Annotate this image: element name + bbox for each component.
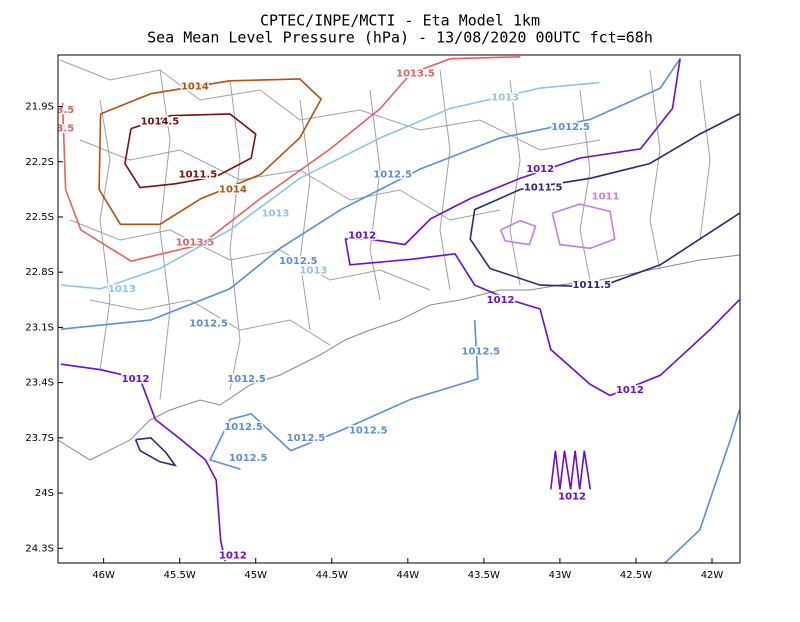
- isobar-label: 1013.5: [36, 124, 75, 135]
- isobar-label: 1012.5: [224, 422, 263, 433]
- isobar-label: 1012.5: [551, 122, 590, 133]
- isobar-label: 1012: [487, 295, 515, 306]
- isobar: [134, 436, 177, 467]
- y-tick-label: 24.3S: [25, 543, 54, 554]
- contours: 1014.51011.5101410141013.51013.51013.510…: [36, 56, 740, 563]
- isobar-label: 1014: [181, 81, 209, 92]
- y-tick-label: 23.4S: [25, 378, 54, 389]
- chart-title: CPTEC/INPE/MCTI - Eta Model 1km: [260, 12, 540, 30]
- y-tick-label: 24S: [35, 488, 54, 499]
- y-tick-label: 21.9S: [25, 102, 54, 113]
- isobar-label: 1013.5: [36, 105, 75, 116]
- coastline: [58, 254, 740, 461]
- isobar-label: 1012.5: [373, 170, 412, 181]
- plot-frame: [57, 54, 741, 564]
- x-tick-label: 46W: [92, 570, 115, 581]
- isobar: [469, 113, 740, 288]
- isobar-label: 1013: [262, 208, 290, 219]
- isobar: [60, 58, 681, 330]
- isobar-label: 1014: [219, 184, 247, 195]
- x-tick-label: 43W: [549, 570, 572, 581]
- isobar-label: 1013.5: [396, 68, 435, 79]
- y-tick-label: 22.8S: [25, 267, 54, 278]
- y-tick-label: 23.1S: [25, 322, 54, 333]
- isobar: [550, 450, 592, 490]
- x-tick-label: 42W: [701, 570, 724, 581]
- isobar-label: 1013: [491, 92, 519, 103]
- isobar: [551, 203, 616, 250]
- y-tick-label: 22.5S: [25, 212, 54, 223]
- isobar-label: 1012.5: [287, 433, 326, 444]
- isobar: [61, 56, 521, 262]
- isobar-label: 1012: [616, 385, 644, 396]
- isobar: [98, 78, 323, 226]
- isobar: [60, 363, 227, 562]
- isobar-label: 1012.5: [462, 346, 501, 357]
- axes: 46W 45.5W 45W 44.5W 44W 43.5W 43W 42.5W 42W 21.9S…: [25, 102, 723, 581]
- isobar-label: 1012.5: [227, 374, 266, 385]
- isobar: [60, 81, 600, 290]
- y-tick-label: 22.2S: [25, 157, 54, 168]
- basemap: [58, 59, 740, 461]
- isobar: [124, 113, 257, 189]
- isobar-label: 1013: [108, 284, 136, 295]
- isobar: [664, 409, 740, 563]
- isobar-label: 1012.5: [189, 319, 228, 330]
- isobar-label: 1012.5: [229, 453, 268, 464]
- isobar: [208, 319, 479, 470]
- y-tick-label: 23.7S: [25, 433, 54, 444]
- isobar-label: 1011: [592, 192, 620, 203]
- isobar-label: 1012.5: [279, 256, 318, 267]
- isobar: [344, 58, 740, 397]
- isobar-label: 1011.5: [524, 183, 563, 194]
- isobar-label: 1012: [122, 374, 150, 385]
- x-tick-label: 43.5W: [468, 570, 500, 581]
- chart-subtitle: Sea Mean Level Pressure (hPa) - 13/08/20…: [147, 29, 653, 47]
- isobar-label: 1012.5: [349, 425, 388, 436]
- isobar-label: 1012: [558, 492, 586, 503]
- x-tick-label: 44.5W: [316, 570, 348, 581]
- isobar-label: 1012: [526, 164, 554, 175]
- isobar-label: 1013: [300, 265, 328, 276]
- isobar-label: 1011.5: [179, 170, 218, 181]
- x-tick-label: 45.5W: [164, 570, 196, 581]
- isobar: [499, 219, 537, 246]
- x-tick-label: 42.5W: [620, 570, 652, 581]
- isobar-label: 1013.5: [176, 238, 215, 249]
- isobar-label: 1012: [348, 230, 376, 241]
- isobar-label: 1014.5: [141, 116, 180, 127]
- x-tick-label: 44W: [397, 570, 420, 581]
- isobar-label: 1012: [219, 551, 247, 562]
- isobar-label: 1011.5: [573, 280, 612, 291]
- x-tick-label: 45W: [244, 570, 267, 581]
